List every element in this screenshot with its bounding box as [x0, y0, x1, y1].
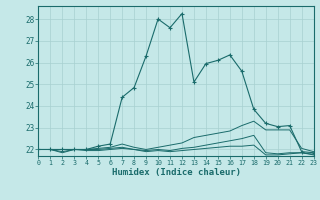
X-axis label: Humidex (Indice chaleur): Humidex (Indice chaleur): [111, 168, 241, 177]
